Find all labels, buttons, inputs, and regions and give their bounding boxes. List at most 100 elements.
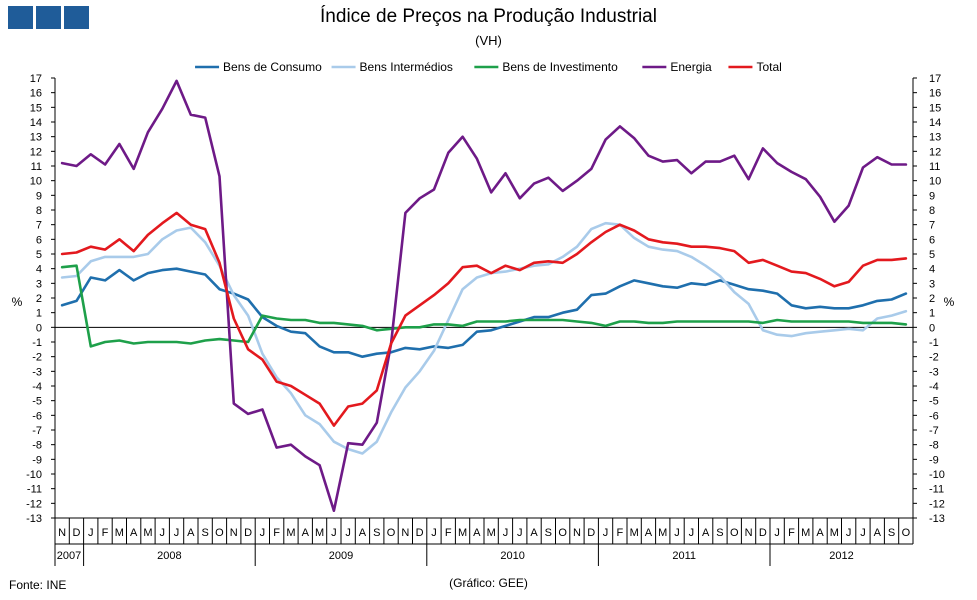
logo-block bbox=[36, 6, 61, 29]
x-tick-label: M bbox=[286, 527, 295, 539]
year-label: 2011 bbox=[672, 550, 696, 562]
x-tick-label: J bbox=[88, 527, 94, 539]
y-tick-label-right: 2 bbox=[929, 293, 935, 305]
x-tick-label: M bbox=[630, 527, 639, 539]
y-tick-label-left: -1 bbox=[32, 337, 42, 349]
x-tick-label: M bbox=[801, 527, 810, 539]
x-tick-label: A bbox=[130, 527, 138, 539]
y-tick-label-right: 4 bbox=[929, 264, 935, 276]
y-tick-label-right: -2 bbox=[929, 352, 939, 364]
y-tick-label-right: -3 bbox=[929, 366, 939, 378]
y-axis-label-right: % bbox=[944, 295, 955, 309]
year-label: 2010 bbox=[500, 550, 524, 562]
y-tick-label-right: 13 bbox=[929, 132, 941, 144]
y-tick-label-right: -8 bbox=[929, 440, 939, 452]
y-tick-label-right: -5 bbox=[929, 396, 939, 408]
y-tick-label-left: -11 bbox=[27, 484, 42, 496]
logo-block bbox=[8, 6, 33, 29]
y-tick-label-left: 14 bbox=[30, 117, 42, 129]
y-tick-label-right: 1 bbox=[929, 308, 935, 320]
legend-label: Total bbox=[756, 60, 781, 74]
x-tick-label: M bbox=[315, 527, 324, 539]
y-tick-label-right: 5 bbox=[929, 249, 935, 261]
x-tick-label: S bbox=[373, 527, 380, 539]
x-tick-label: J bbox=[860, 527, 866, 539]
y-tick-label-left: 8 bbox=[36, 205, 42, 217]
x-tick-label: J bbox=[674, 527, 680, 539]
y-tick-label-left: -2 bbox=[32, 352, 42, 364]
x-tick-label: N bbox=[58, 527, 66, 539]
x-tick-label: D bbox=[759, 527, 767, 539]
chart-subtitle: (VH) bbox=[475, 33, 502, 48]
y-tick-label-left: -4 bbox=[32, 381, 42, 393]
legend-label: Bens de Consumo bbox=[223, 60, 322, 74]
y-tick-label-left: 1 bbox=[36, 308, 42, 320]
year-label: 2008 bbox=[157, 550, 181, 562]
y-tick-label-right: 17 bbox=[929, 73, 941, 85]
y-tick-label-right: 14 bbox=[929, 117, 941, 129]
x-tick-label: M bbox=[658, 527, 667, 539]
series-line-total bbox=[60, 211, 908, 427]
y-tick-label-left: -10 bbox=[26, 469, 42, 481]
x-tick-label: F bbox=[445, 527, 452, 539]
x-tick-label: J bbox=[431, 527, 437, 539]
y-tick-label-left: 12 bbox=[30, 146, 42, 158]
x-tick-label: O bbox=[387, 527, 396, 539]
y-tick-label-left: 9 bbox=[36, 190, 42, 202]
x-tick-label: A bbox=[530, 527, 538, 539]
x-tick-label: N bbox=[745, 527, 753, 539]
y-tick-label-right: -10 bbox=[929, 469, 945, 481]
y-tick-label-right: 9 bbox=[929, 190, 935, 202]
x-tick-label: A bbox=[645, 527, 653, 539]
y-tick-label-left: 7 bbox=[36, 220, 42, 232]
y-axis-label-left: % bbox=[12, 295, 23, 309]
x-tick-label: F bbox=[788, 527, 795, 539]
y-tick-label-right: -6 bbox=[929, 410, 939, 422]
plot-area bbox=[55, 79, 913, 513]
x-tick-label: J bbox=[503, 527, 509, 539]
x-tick-label: J bbox=[603, 527, 609, 539]
x-tick-label: D bbox=[587, 527, 595, 539]
x-tick-label: N bbox=[573, 527, 581, 539]
x-tick-label: A bbox=[702, 527, 710, 539]
y-tick-label-left: -3 bbox=[32, 366, 42, 378]
y-tick-label-right: 7 bbox=[929, 220, 935, 232]
x-tick-label: F bbox=[616, 527, 623, 539]
legend-label: Bens de Investimento bbox=[502, 60, 618, 74]
legend: Bens de Consumo Bens Intermédios Bens de I… bbox=[195, 60, 782, 74]
x-tick-label: M bbox=[458, 527, 467, 539]
x-tick-label: A bbox=[187, 527, 195, 539]
x-tick-label: J bbox=[345, 527, 351, 539]
x-tick-label: O bbox=[215, 527, 224, 539]
y-tick-label-right: 8 bbox=[929, 205, 935, 217]
y-tick-label-left: -13 bbox=[26, 513, 42, 525]
x-tick-label: D bbox=[244, 527, 252, 539]
x-tick-label: O bbox=[902, 527, 911, 539]
x-tick-label: A bbox=[359, 527, 367, 539]
x-tick-label: S bbox=[716, 527, 723, 539]
series-line-energia bbox=[60, 79, 908, 513]
y-tick-label-left: 3 bbox=[36, 278, 42, 290]
x-tick-label: F bbox=[273, 527, 280, 539]
x-tick-label: M bbox=[115, 527, 124, 539]
year-label: 2007 bbox=[57, 550, 81, 562]
legend-label: Bens Intermédios bbox=[360, 60, 453, 74]
x-tick-label: J bbox=[517, 527, 523, 539]
legend-label: Energia bbox=[670, 60, 712, 74]
series-line-bens-de-investimento bbox=[60, 264, 908, 348]
y-tick-label-left: -9 bbox=[32, 454, 42, 466]
series-line-bens-de-consumo bbox=[60, 267, 908, 359]
y-tick-label-left: 0 bbox=[36, 322, 42, 334]
y-axis-right: -13-12-11-10-9-8-7-6-5-4-3-2-10123456789… bbox=[912, 73, 945, 525]
y-tick-label-right: -4 bbox=[929, 381, 939, 393]
x-tick-label: O bbox=[558, 527, 567, 539]
y-tick-label-right: -9 bbox=[929, 454, 939, 466]
y-tick-label-left: -7 bbox=[32, 425, 42, 437]
y-tick-label-left: 5 bbox=[36, 249, 42, 261]
y-tick-label-right: 12 bbox=[929, 146, 941, 158]
x-tick-label: N bbox=[401, 527, 409, 539]
x-tick-label: N bbox=[230, 527, 238, 539]
x-tick-label: M bbox=[143, 527, 152, 539]
y-tick-label-left: 13 bbox=[30, 132, 42, 144]
